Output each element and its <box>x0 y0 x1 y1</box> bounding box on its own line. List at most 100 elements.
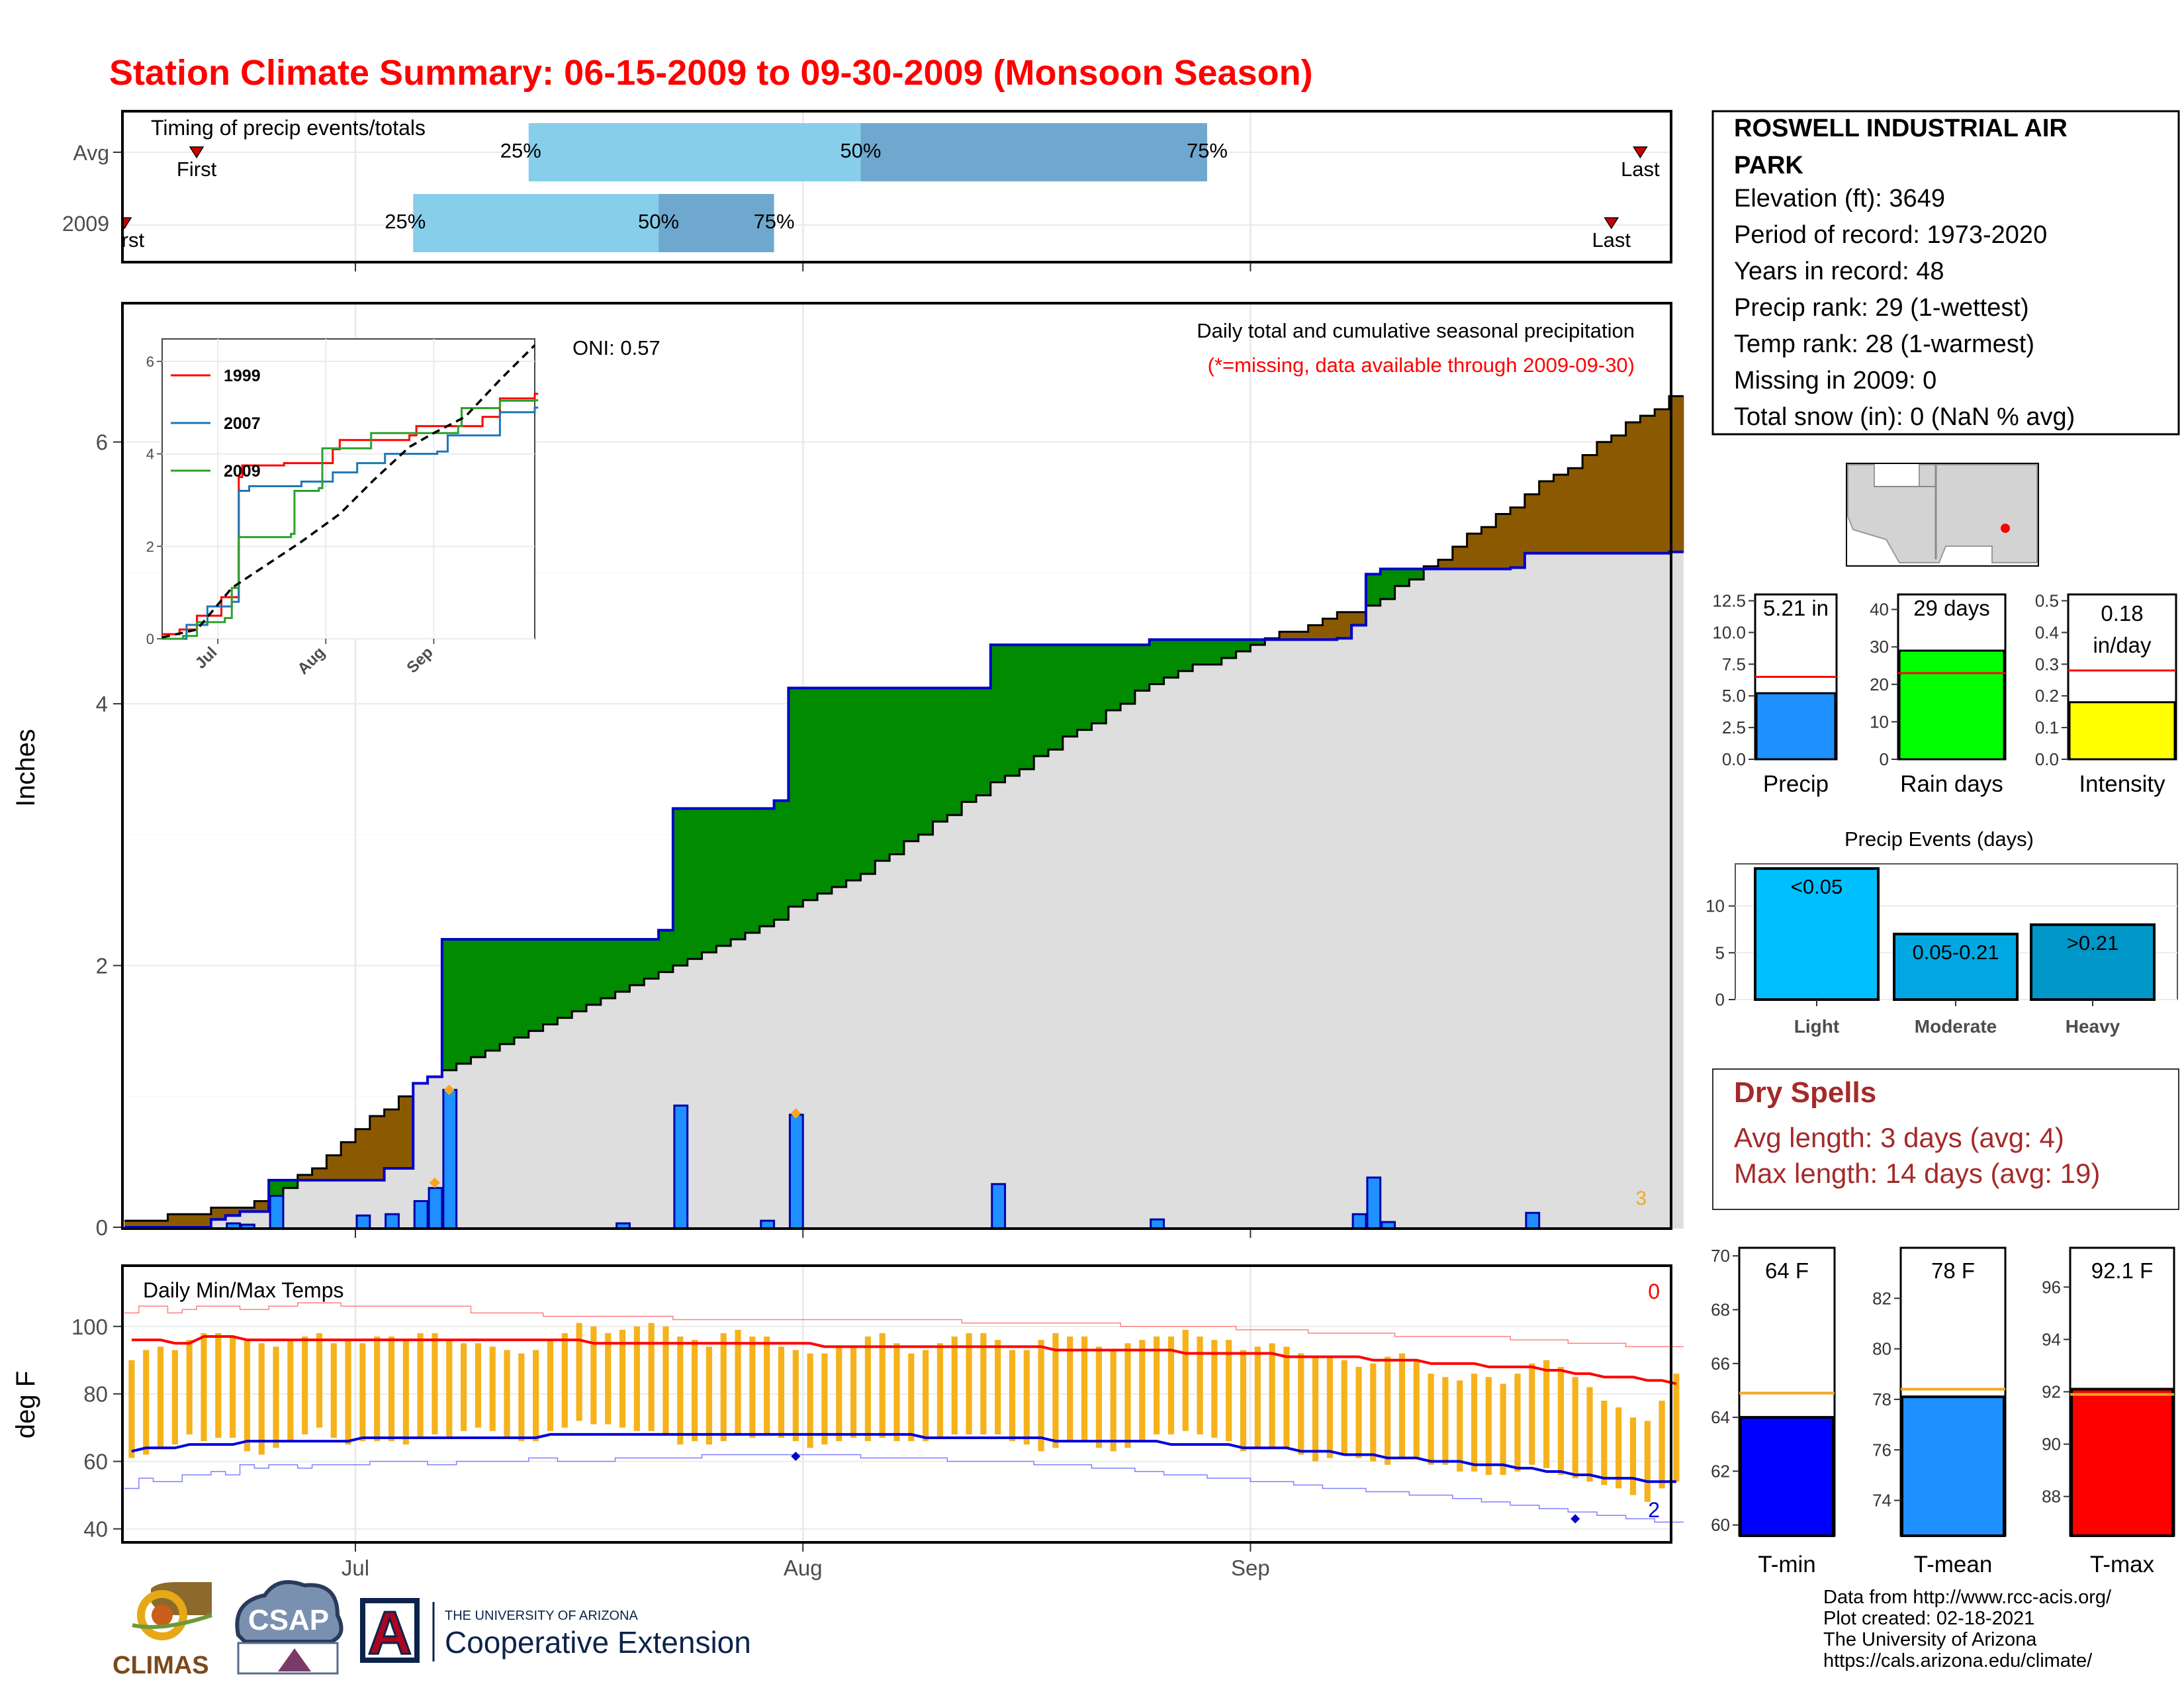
temp-daily-range-bar <box>864 1336 871 1442</box>
precip-surplus-area <box>283 1180 298 1188</box>
temp-summary-value-label: 92.1 F <box>2091 1258 2154 1283</box>
events-bar-category-label: Light <box>1794 1016 1839 1037</box>
dry-spells-avg: Avg length: 3 days (avg: 4) <box>1734 1122 2064 1153</box>
footer-url: https://cals.arizona.edu/climate/ <box>1823 1650 2093 1671</box>
precip-deficit-area <box>1293 632 1309 640</box>
timing-q75-label: 75% <box>1187 139 1228 162</box>
precip-surplus-area <box>557 939 572 1018</box>
precip-deficit-area <box>210 1207 226 1220</box>
oni-label: ONI: 0.57 <box>572 336 660 359</box>
temp-daily-range-bar <box>316 1333 323 1428</box>
precip-surplus-area <box>817 688 833 894</box>
temp-daily-range-bar <box>1471 1374 1478 1472</box>
precip-chart-title: Daily total and cumulative seasonal prec… <box>1197 319 1635 342</box>
temp-y-tick-label: 100 <box>71 1315 108 1339</box>
precip-deficit-area <box>1655 409 1670 553</box>
temp-daily-range-bar <box>1067 1336 1073 1442</box>
temp-daily-range-bar <box>402 1340 409 1445</box>
precip-observed-line <box>124 550 1684 1229</box>
temp-daily-range-bar <box>662 1326 669 1434</box>
precip-surplus-area <box>788 688 803 907</box>
temp-y-tick-label: 60 <box>83 1450 108 1474</box>
timing-first-marker <box>189 146 205 159</box>
temp-daily-range-bar <box>1629 1417 1637 1495</box>
temp-daily-range-bar <box>705 1346 713 1445</box>
station-temp-rank: Temp rank: 28 (1-warmest) <box>1734 330 2034 358</box>
temp-summary-value-bar <box>1901 1395 2005 1538</box>
temp-daily-range-bar <box>1038 1340 1044 1452</box>
precip-surplus-area <box>485 939 500 1051</box>
summary-value-label: 29 days <box>1913 596 1990 620</box>
precip-deficit-area <box>1279 632 1295 640</box>
events-bar <box>1754 867 1880 1001</box>
figure-title: Station Climate Summary: 06-15-2009 to 0… <box>109 53 1313 93</box>
inset-legend-label: 2007 <box>224 414 261 433</box>
summary-y-tick-label: 40 <box>1870 600 1889 620</box>
temp-record-min-line <box>124 1454 1684 1523</box>
temp-daily-range-bar <box>1659 1400 1665 1489</box>
temp-daily-range-bar <box>836 1346 842 1442</box>
temp-daily-range-bar <box>995 1340 1001 1434</box>
summary-y-tick-label: 2.5 <box>1722 718 1746 737</box>
temp-daily-range-bar <box>1673 1374 1680 1482</box>
temp-summary-y-tick-label: 78 <box>1872 1389 1891 1409</box>
temp-daily-range-bar <box>561 1333 568 1428</box>
temp-summary-y-tick-label: 70 <box>1711 1246 1730 1266</box>
temp-daily-range-bar <box>692 1340 698 1442</box>
temp-daily-range-bar <box>1095 1346 1102 1448</box>
timing-first-label: First <box>177 158 217 181</box>
temp-daily-range-bar <box>720 1333 727 1442</box>
precip-surplus-area <box>889 688 905 855</box>
temp-daily-range-bar <box>1485 1377 1492 1476</box>
temp-daily-range-bar <box>258 1343 265 1455</box>
temp-daily-range-bar <box>850 1346 857 1438</box>
precip-deficit-area <box>1322 618 1338 640</box>
temp-daily-range-bar <box>1370 1363 1377 1462</box>
timing-bar-q25-q50 <box>528 123 861 181</box>
summary-y-tick-label: 12.5 <box>1712 591 1746 611</box>
temp-daily-range-bar <box>533 1350 539 1442</box>
temp-summary-y-tick-label: 88 <box>2042 1487 2061 1507</box>
temp-daily-range-bar <box>432 1333 438 1434</box>
daily-precip-bar <box>355 1214 371 1230</box>
temp-daily-range-bar <box>1023 1350 1030 1445</box>
summary-bar-value <box>1755 692 1837 761</box>
precip-deficit-area <box>1467 534 1482 569</box>
temp-daily-range-bar <box>461 1343 467 1431</box>
inset-y-tick-label: 2 <box>146 538 154 555</box>
precip-surplus-area <box>615 939 631 992</box>
temp-daily-range-bar <box>1442 1377 1449 1465</box>
ua-cooperative-extension: Cooperative Extension <box>445 1625 751 1660</box>
temp-summary-bar-name: T-max <box>2090 1552 2155 1577</box>
temp-daily-range-bar <box>677 1336 684 1445</box>
precip-y-tick-label: 2 <box>96 954 108 978</box>
precip-surplus-area <box>1178 639 1193 671</box>
temp-daily-range-bar <box>1081 1336 1088 1442</box>
precip-deficit-area <box>384 1109 400 1169</box>
daily-precip-bar <box>1366 1176 1382 1230</box>
temp-daily-range-bar <box>1543 1360 1550 1468</box>
precip-deficit-area <box>240 1207 255 1212</box>
precip-surplus-area <box>702 808 717 953</box>
summary-y-tick-label: 30 <box>1870 637 1889 657</box>
temp-daily-range-bar <box>1269 1343 1275 1448</box>
precip-deficit-area <box>1452 546 1468 569</box>
temp-daily-range-bar <box>1398 1353 1406 1458</box>
timing-last-marker <box>1604 217 1619 230</box>
daily-precip-bar <box>385 1213 400 1230</box>
temp-summary-y-tick-label: 68 <box>1711 1300 1730 1320</box>
precip-deficit-area <box>1582 455 1598 553</box>
temp-avg-min-line <box>131 1432 1676 1483</box>
precip-deficit-area <box>1481 527 1496 569</box>
precip-surplus-area <box>1380 569 1396 599</box>
precip-surplus-area <box>456 939 472 1064</box>
precip-y-tick-label: 0 <box>96 1215 108 1240</box>
temp-summary-y-tick-label: 82 <box>1872 1288 1891 1308</box>
temp-daily-range-bar <box>1124 1343 1131 1448</box>
summary-bar-value <box>2068 701 2176 761</box>
daily-precip-bar <box>442 1088 458 1230</box>
temp-daily-range-bar <box>547 1340 554 1431</box>
precip-panel: 0 2 4 6 Daily total and cumulative seasonal… <box>11 302 1684 1240</box>
temp-daily-range-bar <box>273 1346 279 1448</box>
precip-surplus-area <box>875 688 890 861</box>
